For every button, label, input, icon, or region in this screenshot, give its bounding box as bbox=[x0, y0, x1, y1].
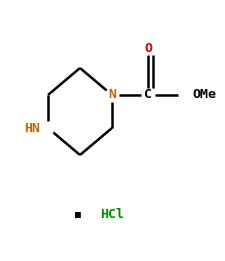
Text: O: O bbox=[144, 41, 152, 55]
Text: N: N bbox=[108, 88, 116, 102]
Text: ■: ■ bbox=[75, 210, 81, 220]
Text: HCl: HCl bbox=[100, 209, 124, 222]
Text: C: C bbox=[144, 88, 152, 102]
Text: OMe: OMe bbox=[192, 88, 216, 102]
Text: HN: HN bbox=[24, 122, 40, 134]
